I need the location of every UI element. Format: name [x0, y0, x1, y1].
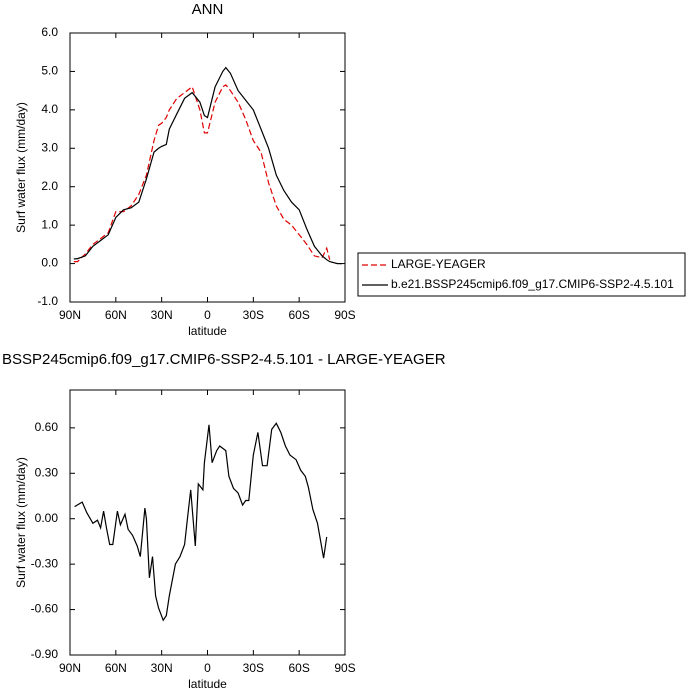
data-line: [73, 84, 331, 263]
y-tick-label: 6.0: [41, 25, 58, 39]
y-tick-label: -0.60: [31, 602, 59, 616]
y-tick-label: 0.00: [35, 511, 59, 525]
chart-title: ANN: [192, 1, 224, 18]
legend-box: [357, 252, 686, 297]
legend-label: b.e21.BSSP245cmip6.f09_g17.CMIP6-SSP2-4.…: [391, 277, 674, 291]
x-axis-label: latitude: [188, 677, 227, 691]
y-tick-label: 4.0: [41, 102, 58, 116]
y-tick-label: 0.60: [35, 420, 59, 434]
y-tick-label: -1.0: [37, 294, 58, 308]
plot-frame: [69, 389, 346, 656]
y-axis-label: Surf water flux (mm/day): [14, 102, 28, 233]
x-tick-label: 60N: [105, 661, 127, 675]
y-tick-label: 2.0: [41, 179, 58, 193]
y-tick-label: 5.0: [41, 64, 58, 78]
chart-title: BSSP245cmip6.f09_g17.CMIP6-SSP2-4.5.101 …: [2, 351, 446, 368]
x-tick-label: 60S: [288, 308, 309, 322]
y-tick-label: 0.0: [41, 256, 58, 270]
x-tick-label: 90N: [59, 308, 81, 322]
legend-label: LARGE-YEAGER: [391, 257, 486, 271]
x-tick-label: 30N: [151, 308, 173, 322]
x-tick-label: 60N: [105, 308, 127, 322]
x-axis-label: latitude: [188, 324, 227, 338]
x-tick-label: 90S: [334, 308, 355, 322]
y-tick-label: 0.30: [35, 465, 59, 479]
plot-frame: [69, 32, 346, 303]
x-tick-label: 0: [204, 661, 211, 675]
data-line: [73, 66, 342, 265]
x-tick-label: 90S: [334, 661, 355, 675]
y-tick-label: -0.90: [31, 647, 59, 661]
x-tick-label: 0: [204, 308, 211, 322]
x-tick-label: 30N: [151, 661, 173, 675]
y-tick-label: 3.0: [41, 140, 58, 154]
y-tick-label: -0.30: [31, 556, 59, 570]
x-tick-label: 90N: [59, 661, 81, 675]
x-tick-label: 30S: [243, 661, 264, 675]
y-axis-label: Surf water flux (mm/day): [14, 457, 28, 588]
x-tick-label: 60S: [288, 661, 309, 675]
data-line: [74, 422, 328, 622]
x-tick-label: 30S: [243, 308, 264, 322]
y-tick-label: 1.0: [41, 217, 58, 231]
